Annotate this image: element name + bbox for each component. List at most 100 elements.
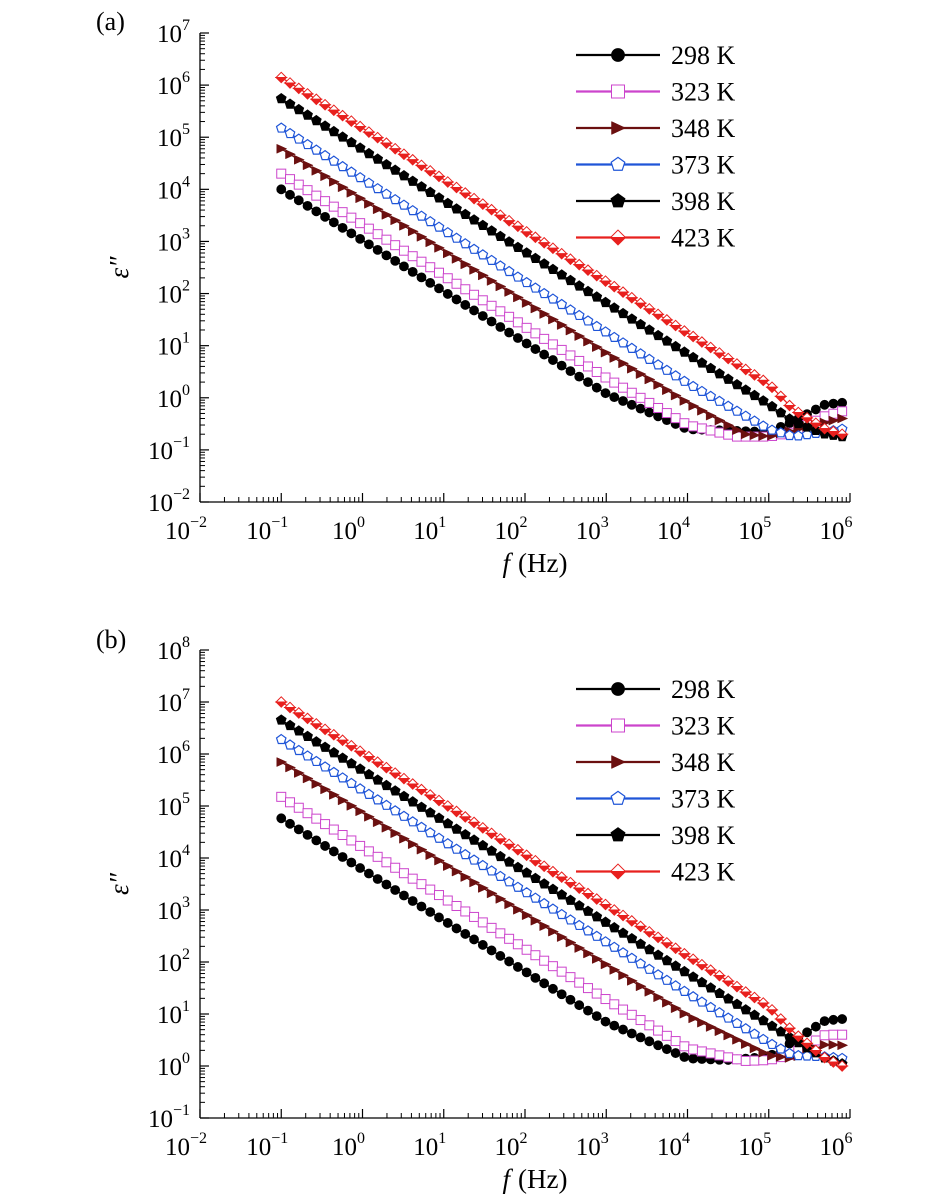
data-point — [837, 1014, 848, 1024]
data-point — [600, 994, 611, 1005]
data-point — [653, 1025, 664, 1036]
data-point — [801, 421, 813, 432]
data-point — [381, 234, 392, 245]
data-point — [389, 164, 401, 175]
data-point — [434, 283, 444, 294]
data-point — [328, 824, 339, 835]
data-point — [398, 810, 410, 821]
data-point — [451, 866, 463, 877]
data-point — [538, 878, 550, 889]
data-point — [397, 772, 411, 785]
data-point — [399, 261, 409, 272]
data-point — [679, 1052, 690, 1062]
x-tick-label: 104 — [657, 514, 690, 545]
data-point — [653, 379, 665, 390]
legend-item: 398 K — [576, 821, 736, 850]
data-point — [616, 286, 630, 299]
data-point — [679, 1008, 691, 1019]
data-point — [274, 71, 288, 84]
legend-item: 298 K — [576, 41, 736, 70]
data-point — [539, 349, 550, 360]
data-point — [520, 849, 534, 862]
data-point — [565, 914, 576, 925]
y-tick-label: 105 — [157, 790, 190, 821]
data-point — [433, 192, 445, 203]
data-point — [653, 411, 663, 422]
data-point — [642, 925, 656, 938]
data-point — [696, 996, 708, 1007]
data-point — [591, 954, 603, 964]
data-point — [644, 1036, 655, 1047]
data-point — [538, 897, 550, 909]
legend-label: 323 K — [671, 78, 736, 107]
data-point — [661, 954, 673, 966]
data-point — [547, 293, 559, 304]
data-point — [302, 200, 313, 211]
data-point — [529, 892, 541, 903]
data-point — [451, 294, 462, 305]
data-point — [442, 226, 454, 238]
legend-label: 348 K — [671, 748, 736, 777]
data-point — [434, 855, 446, 866]
data-point — [565, 350, 576, 361]
data-point — [276, 791, 287, 802]
data-point — [679, 1041, 690, 1052]
data-point — [434, 242, 446, 253]
series-line — [280, 127, 843, 437]
data-point — [469, 877, 481, 888]
data-point — [644, 986, 656, 997]
data-point — [293, 179, 304, 190]
data-point — [731, 378, 743, 390]
data-point — [722, 993, 734, 1004]
data-point — [740, 1004, 752, 1015]
data-point — [784, 429, 795, 441]
data-point — [390, 255, 401, 266]
data-point — [459, 828, 471, 840]
data-point — [696, 385, 708, 396]
data-point — [661, 408, 672, 419]
data-point — [756, 997, 770, 1009]
data-point — [309, 93, 323, 106]
data-point — [346, 800, 358, 811]
data-point — [547, 339, 558, 350]
data-point — [355, 806, 367, 817]
data-point — [458, 187, 472, 199]
data-point — [697, 405, 709, 416]
data-point — [320, 784, 332, 795]
data-point — [669, 319, 682, 332]
data-point — [826, 425, 840, 438]
data-point — [451, 843, 462, 854]
data-point — [293, 103, 305, 115]
data-point — [443, 861, 454, 871]
data-point — [556, 989, 567, 1000]
data-point — [530, 915, 542, 926]
data-point — [328, 766, 340, 778]
x-tick-label: 102 — [495, 514, 528, 545]
data-point — [521, 298, 533, 308]
data-point — [320, 211, 330, 222]
data-point — [626, 399, 637, 410]
data-point — [423, 164, 437, 177]
data-point — [363, 147, 375, 159]
data-point — [564, 253, 577, 266]
data-point — [626, 932, 638, 944]
data-point — [608, 302, 620, 313]
data-point — [618, 1004, 629, 1015]
data-point — [731, 1017, 743, 1029]
data-point — [591, 988, 602, 999]
data-point — [442, 818, 454, 829]
data-point — [574, 1000, 585, 1011]
data-point — [337, 131, 349, 142]
data-point — [407, 896, 418, 906]
data-point — [512, 271, 524, 282]
data-point — [372, 153, 384, 164]
data-point — [565, 274, 576, 286]
data-point — [538, 287, 550, 299]
y-tick-label: 102 — [157, 278, 190, 309]
data-point — [548, 355, 558, 365]
data-point — [800, 411, 814, 424]
data-point — [643, 963, 655, 974]
data-point — [512, 333, 523, 343]
x-tick-label: 10−1 — [246, 514, 288, 545]
data-point — [837, 413, 849, 424]
